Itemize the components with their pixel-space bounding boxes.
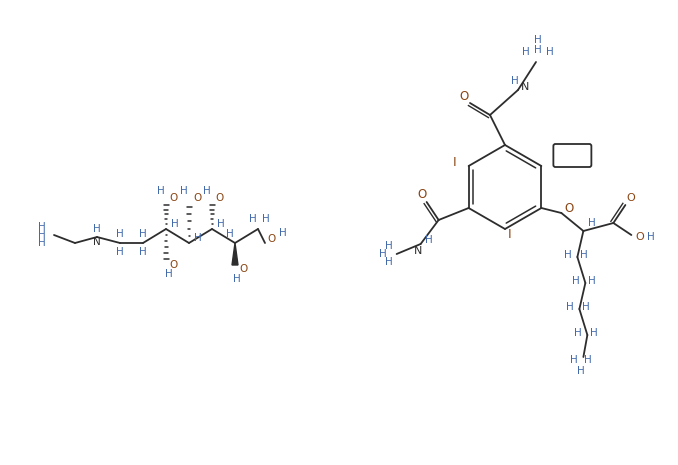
- Text: H: H: [572, 276, 580, 286]
- Text: H: H: [249, 214, 257, 224]
- Text: H: H: [584, 355, 593, 365]
- Text: H: H: [262, 214, 270, 224]
- FancyBboxPatch shape: [553, 144, 591, 167]
- Text: H: H: [522, 47, 530, 57]
- Text: H: H: [589, 218, 596, 228]
- Text: H: H: [116, 247, 124, 257]
- Text: H: H: [578, 366, 585, 376]
- Text: H: H: [279, 228, 287, 238]
- Text: H: H: [534, 35, 542, 45]
- Text: H: H: [139, 247, 147, 257]
- Text: H: H: [171, 219, 179, 229]
- Text: N: N: [521, 82, 530, 92]
- Text: O: O: [170, 193, 178, 203]
- Text: H: H: [582, 302, 591, 312]
- Text: H: H: [38, 230, 46, 240]
- Text: O: O: [565, 201, 574, 214]
- Text: H: H: [379, 249, 386, 259]
- Text: H: H: [546, 47, 554, 57]
- Text: H: H: [589, 276, 596, 286]
- Text: H: H: [139, 229, 147, 239]
- Text: H: H: [534, 45, 542, 55]
- Text: H: H: [565, 250, 572, 260]
- Text: H: H: [93, 224, 101, 234]
- Text: O: O: [268, 234, 276, 244]
- Text: O: O: [417, 187, 426, 200]
- Text: O: O: [170, 260, 178, 270]
- Text: H: H: [233, 274, 241, 284]
- Text: H: H: [38, 238, 46, 248]
- Text: H: H: [226, 229, 234, 239]
- Text: I: I: [508, 228, 512, 241]
- Text: H: H: [203, 186, 211, 196]
- Text: H: H: [580, 250, 589, 260]
- Text: O: O: [460, 89, 468, 102]
- Text: H: H: [511, 76, 519, 86]
- Text: N: N: [93, 237, 101, 247]
- Text: H: H: [38, 222, 46, 232]
- Text: H: H: [570, 355, 578, 365]
- Text: N: N: [414, 246, 422, 256]
- Polygon shape: [232, 243, 238, 265]
- Text: I: I: [453, 157, 456, 170]
- Text: O: O: [239, 264, 247, 274]
- Text: O: O: [626, 193, 635, 203]
- Text: O: O: [216, 193, 224, 203]
- Text: H: H: [574, 328, 582, 338]
- Text: H: H: [165, 269, 173, 279]
- Text: H: H: [384, 257, 393, 267]
- Text: H: H: [424, 235, 433, 245]
- Text: H: H: [647, 232, 655, 242]
- Text: H: H: [116, 229, 124, 239]
- Text: H: H: [591, 328, 598, 338]
- Text: H: H: [194, 233, 202, 243]
- Text: H: H: [180, 186, 188, 196]
- Text: H: H: [567, 302, 574, 312]
- Text: O: O: [635, 232, 643, 242]
- Text: H: H: [384, 241, 393, 251]
- Text: H: H: [217, 219, 225, 229]
- Text: O: O: [193, 193, 201, 203]
- Text: Abs: Abs: [562, 150, 582, 160]
- Text: H: H: [157, 186, 165, 196]
